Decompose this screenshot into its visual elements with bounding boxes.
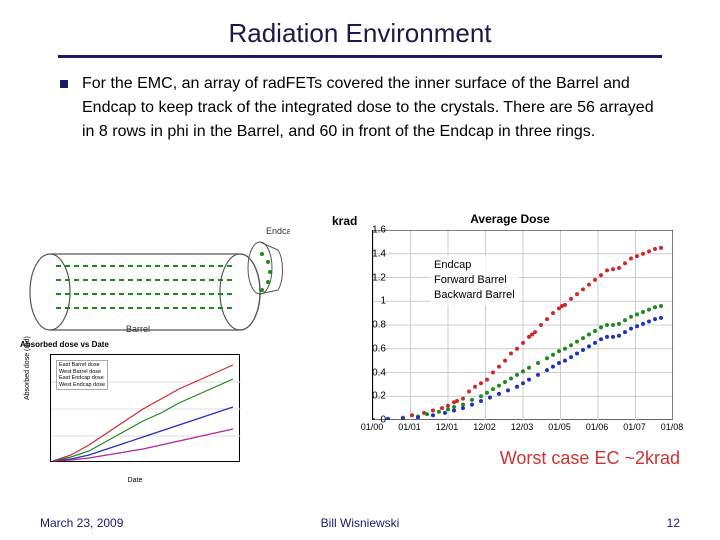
bullet-marker-icon	[60, 80, 68, 88]
avg-dose-plot-area	[372, 230, 672, 420]
detector-svg: Endcap Barrel	[10, 220, 290, 336]
ytick-label: 0.8	[372, 320, 386, 331]
absorbed-dose-plot: Absorbed dose vs Date East Barrel dose	[20, 340, 250, 484]
ytick-label: 1.6	[372, 225, 386, 236]
xtick-label: 01/00	[361, 422, 384, 432]
xtick-label: 01/08	[661, 422, 684, 432]
diagram-label-barrel: Barrel	[126, 324, 150, 334]
title-rule	[58, 55, 662, 58]
xtick-label: 12/03	[511, 422, 534, 432]
legend-item: Backward Barrel	[434, 288, 515, 303]
slide-title: Radiation Environment	[32, 18, 688, 49]
footer-page-number: 12	[667, 516, 680, 530]
xtick-label: 12/02	[473, 422, 496, 432]
legend-item: Forward Barrel	[434, 273, 515, 288]
absorbed-plot-title: Absorbed dose vs Date	[20, 340, 250, 349]
ytick-label: 0.6	[372, 343, 386, 354]
ytick-label: 1	[380, 296, 386, 307]
legend-item: West Barrel dose	[59, 369, 105, 376]
xtick-label: 01/01	[398, 422, 421, 432]
xtick-label: 01/07	[623, 422, 646, 432]
ytick-label: 0.4	[372, 367, 386, 378]
absorbed-plot-ylabel: Absorbed dose (rad)	[24, 336, 31, 400]
average-dose-chart: krad Average Dose Endcap Forward Barrel …	[330, 212, 690, 442]
ytick-label: 1.2	[372, 272, 386, 283]
avg-dose-ylabel: krad	[332, 214, 357, 228]
absorbed-plot-xlabel: Date	[128, 477, 143, 484]
footer-date: March 23, 2009	[40, 516, 123, 530]
avg-dose-svg	[373, 230, 673, 420]
diagram-label-endcap: Endcap	[266, 226, 290, 236]
legend-item: East Endcap dose	[59, 375, 105, 382]
worst-case-note: Worst case EC ~2krad	[500, 448, 680, 469]
xtick-label: 01/06	[586, 422, 609, 432]
legend-item: West Endcap dose	[59, 382, 105, 389]
legend-item: East Barrel dose	[59, 362, 105, 369]
left-figure-group: Endcap Barrel Absorbed dose vs Date	[10, 220, 310, 484]
footer: March 23, 2009 Bill Wisniewski 12	[0, 516, 720, 530]
avg-dose-legend: Endcap Forward Barrel Backward Barrel	[430, 256, 519, 305]
bullet-text: For the EMC, an array of radFETs covered…	[82, 72, 668, 144]
xtick-label: 12/01	[436, 422, 459, 432]
ytick-label: 1.4	[372, 248, 386, 259]
bullet-row: For the EMC, an array of radFETs covered…	[32, 72, 688, 144]
footer-author: Bill Wisniewski	[321, 516, 400, 530]
slide: Radiation Environment For the EMC, an ar…	[0, 0, 720, 540]
absorbed-plot-legend: East Barrel dose West Barrel dose East E…	[56, 360, 108, 390]
ytick-label: 0.2	[372, 391, 386, 402]
xtick-label: 01/05	[548, 422, 571, 432]
detector-diagram: Endcap Barrel	[10, 220, 290, 336]
legend-item: Endcap	[434, 258, 515, 273]
